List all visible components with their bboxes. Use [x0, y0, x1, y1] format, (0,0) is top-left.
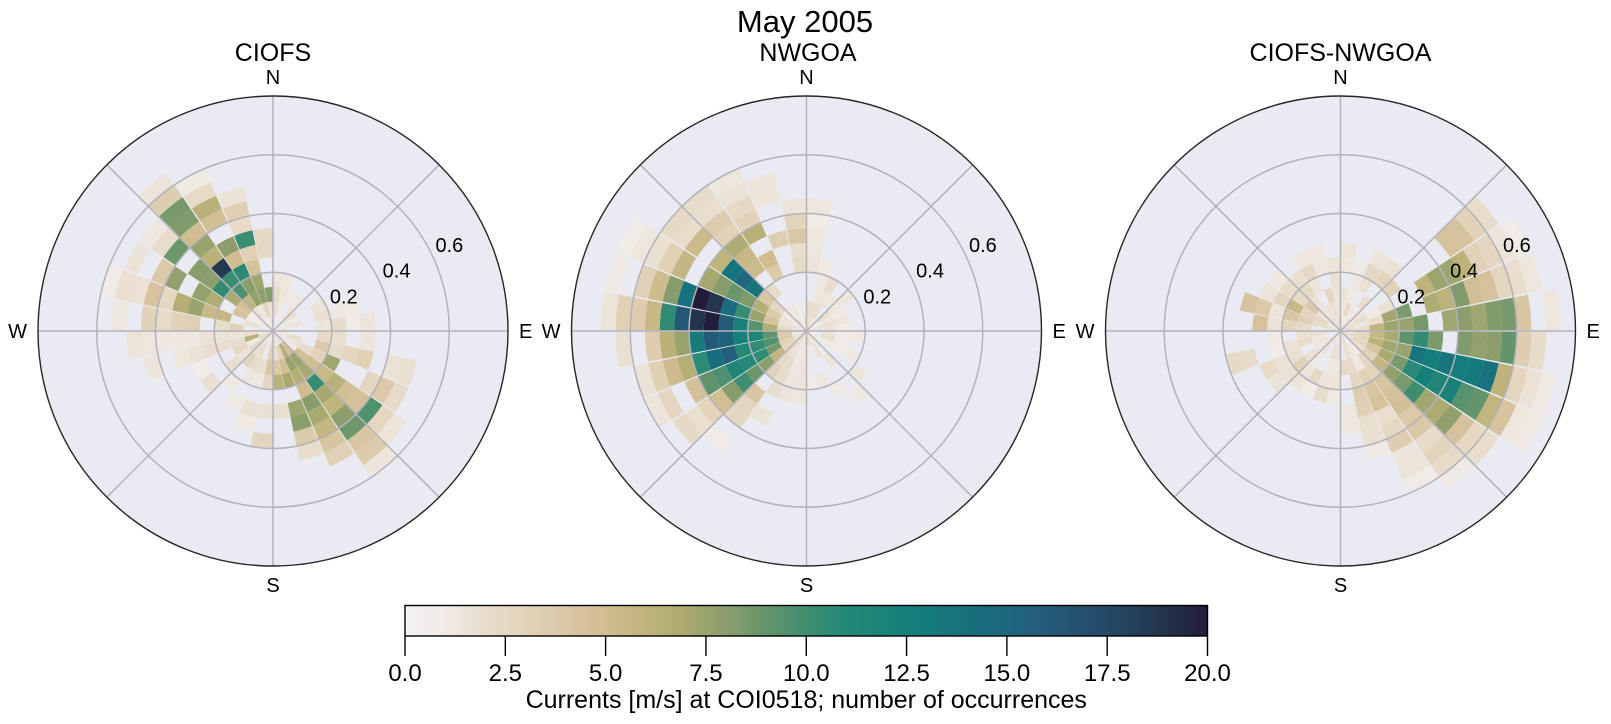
svg-text:W: W: [542, 321, 561, 343]
svg-text:0.6: 0.6: [1503, 235, 1531, 257]
svg-text:N: N: [799, 67, 813, 89]
svg-text:S: S: [1334, 575, 1347, 597]
svg-text:W: W: [1076, 321, 1095, 343]
svg-text:12.5: 12.5: [883, 660, 930, 687]
svg-text:0.4: 0.4: [383, 261, 411, 283]
svg-text:5.0: 5.0: [589, 660, 622, 687]
svg-text:0.6: 0.6: [435, 235, 463, 257]
svg-text:0.6: 0.6: [969, 235, 997, 257]
svg-text:15.0: 15.0: [984, 660, 1031, 687]
svg-text:0.2: 0.2: [330, 286, 358, 308]
svg-text:N: N: [266, 67, 280, 89]
svg-text:Currents [m/s] at COI0518; num: Currents [m/s] at COI0518; number of occ…: [526, 686, 1087, 714]
svg-text:0.2: 0.2: [1397, 286, 1425, 308]
svg-text:E: E: [519, 321, 532, 343]
svg-text:20.0: 20.0: [1184, 660, 1231, 687]
svg-text:17.5: 17.5: [1084, 660, 1131, 687]
svg-text:W: W: [8, 321, 27, 343]
svg-text:S: S: [266, 575, 279, 597]
svg-text:CIOFS: CIOFS: [235, 39, 311, 67]
svg-text:2.5: 2.5: [489, 660, 522, 687]
svg-text:0.0: 0.0: [388, 660, 421, 687]
svg-text:E: E: [1587, 321, 1600, 343]
svg-text:0.4: 0.4: [916, 261, 944, 283]
svg-text:CIOFS-NWGOA: CIOFS-NWGOA: [1250, 39, 1432, 67]
svg-text:E: E: [1053, 321, 1066, 343]
svg-text:N: N: [1333, 67, 1347, 89]
svg-text:10.0: 10.0: [783, 660, 830, 687]
svg-text:7.5: 7.5: [689, 660, 722, 687]
svg-text:0.4: 0.4: [1450, 261, 1478, 283]
svg-text:May 2005: May 2005: [737, 4, 873, 39]
svg-text:0.2: 0.2: [863, 286, 891, 308]
svg-text:S: S: [800, 575, 813, 597]
svg-text:NWGOA: NWGOA: [759, 39, 857, 67]
